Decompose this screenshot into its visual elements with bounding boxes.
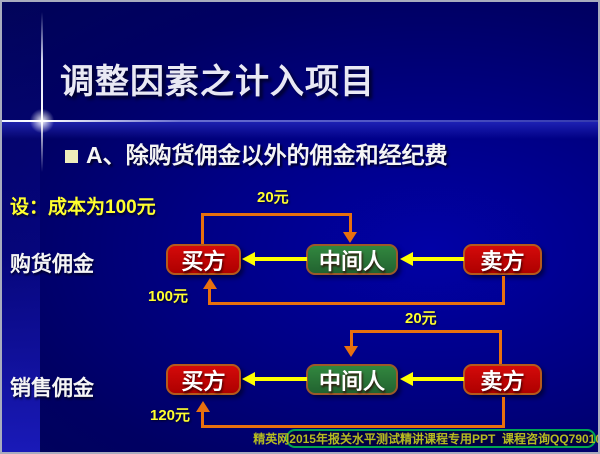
left-accent-band [2, 2, 40, 452]
row2-bottom-connector-arrowhead-icon [196, 401, 210, 412]
row2-label: 销售佣金 [10, 377, 94, 400]
row1-middleman-box: 中间人 [306, 244, 398, 275]
row1-bottom-connector-left-segment [208, 289, 211, 303]
row1-buyer-box: 买方 [166, 244, 241, 275]
row1-bottom-connector-right-segment [502, 276, 505, 305]
row2-buyer-box: 买方 [166, 364, 241, 395]
row1-top-amount: 20元 [257, 189, 289, 206]
row2-top-connector-arrowhead-icon [344, 346, 358, 357]
row2-arrow-to-buyer-head-icon [242, 372, 255, 386]
row2-top-connector-left-segment [350, 333, 353, 347]
row1-top-connector-left-segment [201, 214, 204, 244]
row1-label: 购货佣金 [10, 253, 94, 276]
row1-bottom-connector-horizontal-segment [208, 302, 505, 305]
horizontal-separator-line [2, 120, 598, 122]
assumption-text: 设：成本为100元 [10, 197, 156, 218]
row1-arrow-to-middleman-shaft [412, 257, 464, 261]
crosshair-flare [28, 107, 56, 135]
footer-banner: 精英网2015年报关水平测试精讲课程专用PPT 课程咨询QQ790107107 [253, 429, 598, 448]
row1-top-connector-right-segment [349, 213, 352, 233]
row1-seller-box: 卖方 [463, 244, 542, 275]
row1-top-connector-arrowhead-icon [343, 232, 357, 243]
row1-bottom-amount: 100元 [148, 288, 189, 305]
row1-arrow-to-buyer-head-icon [242, 252, 255, 266]
row2-seller-box: 卖方 [463, 364, 542, 395]
row2-top-connector-right-segment [499, 332, 502, 364]
row1-top-connector-horizontal-segment [201, 213, 352, 216]
row2-top-connector-horizontal-segment [350, 330, 502, 333]
row1-arrow-to-middleman-head-icon [400, 252, 413, 266]
row2-bottom-amount: 120元 [150, 407, 191, 424]
page-title: 调整因素之计入项目 [60, 63, 375, 101]
row2-top-amount: 20元 [405, 310, 437, 327]
row2-bottom-connector-right-segment [502, 397, 505, 428]
row2-arrow-to-buyer-shaft [254, 377, 307, 381]
bullet-marker [65, 150, 78, 163]
row2-bottom-connector-horizontal-segment [201, 425, 505, 428]
separator-glow [2, 122, 598, 139]
row1-bottom-connector-arrowhead-icon [203, 278, 217, 289]
row2-bottom-connector-left-segment [201, 412, 204, 426]
vertical-accent-line [41, 12, 43, 172]
row2-middleman-box: 中间人 [306, 364, 398, 395]
row2-arrow-to-middleman-shaft [412, 377, 464, 381]
row1-arrow-to-buyer-shaft [254, 257, 307, 261]
bullet-text: A、除购货佣金以外的佣金和经纪费 [86, 142, 448, 168]
row2-arrow-to-middleman-head-icon [400, 372, 413, 386]
